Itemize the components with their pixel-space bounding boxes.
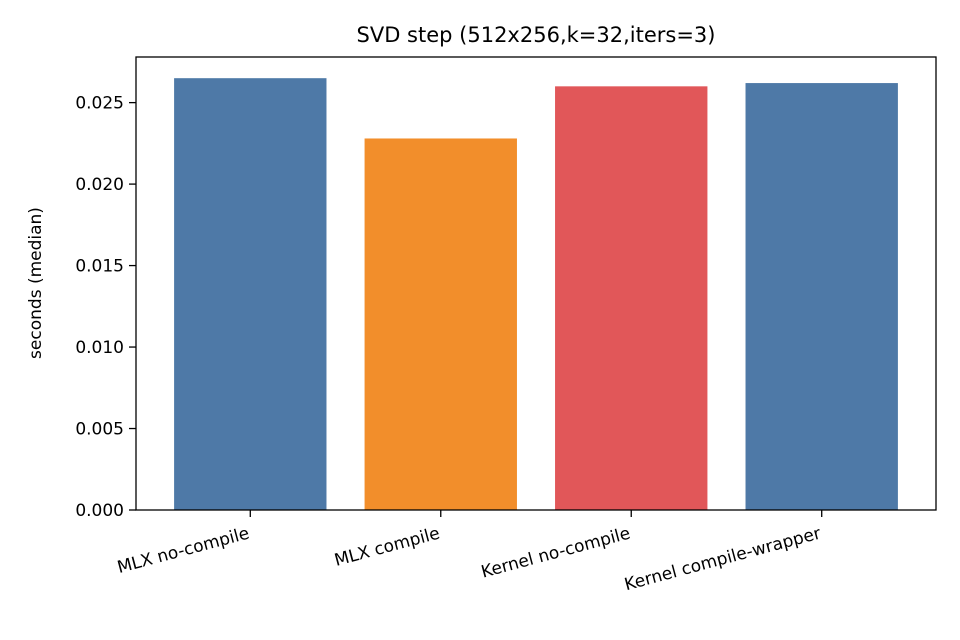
y-axis-label: seconds (median) <box>26 207 46 359</box>
x-tick-label: MLX compile <box>332 524 442 571</box>
y-tick-label: 0.005 <box>75 420 124 440</box>
bar-kernel-compile-wrapper <box>745 83 898 510</box>
x-tick-label: MLX no-compile <box>115 524 251 578</box>
x-tick-label: Kernel no-compile <box>479 524 632 583</box>
x-axis-ticks: MLX no-compile MLX compile Kernel no-compi… <box>115 510 823 595</box>
bars-group <box>174 78 898 510</box>
y-tick-label: 0.010 <box>75 338 124 358</box>
y-tick-label: 0.015 <box>75 257 124 277</box>
bar-kernel-no-compile <box>555 86 708 510</box>
bar-mlx-compile <box>364 138 517 510</box>
bar-mlx-no-compile <box>174 78 327 510</box>
y-tick-label: 0.025 <box>75 94 124 114</box>
x-tick-label: Kernel compile-wrapper <box>622 524 823 596</box>
y-tick-label: 0.020 <box>75 175 124 195</box>
y-tick-label: 0.000 <box>75 501 124 521</box>
plot-frame <box>135 56 937 511</box>
y-axis-ticks: 0.000 0.005 0.010 0.015 0.020 0.025 <box>75 94 136 521</box>
chart-title: SVD step (512x256,k=32,iters=3) <box>357 23 716 47</box>
